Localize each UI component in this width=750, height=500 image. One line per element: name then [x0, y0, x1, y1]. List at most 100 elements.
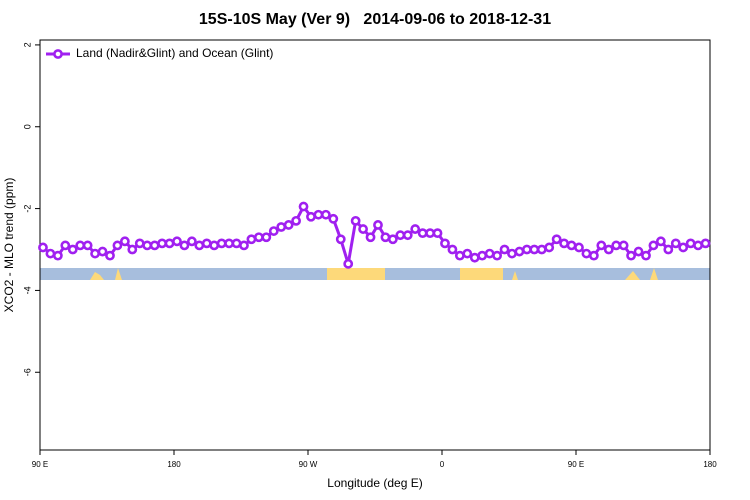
land-area: [90, 272, 104, 280]
data-point: [685, 238, 696, 249]
data-point: [134, 238, 145, 249]
data-point: [626, 250, 636, 261]
data-point: [454, 250, 465, 261]
data-point: [618, 240, 629, 251]
legend-marker: [53, 49, 63, 59]
data-point: [365, 232, 376, 243]
data-point: [611, 240, 622, 251]
data-point: [216, 238, 227, 249]
data-point: [559, 238, 569, 249]
data-point: [335, 234, 346, 245]
data-point: [440, 238, 450, 249]
data-point: [253, 232, 264, 243]
data-point: [127, 244, 138, 255]
data-point: [581, 248, 592, 259]
data-point: [648, 240, 659, 251]
data-point: [157, 238, 167, 249]
data-point: [514, 246, 525, 257]
data-point: [45, 248, 56, 259]
data-point: [201, 238, 212, 249]
y-axis-label: XCO2 - MLO trend (ppm): [2, 178, 16, 313]
data-point: [551, 234, 562, 245]
data-point: [306, 211, 316, 222]
x-tick-label: 90 E: [32, 460, 48, 469]
data-point: [678, 242, 689, 253]
data-point: [633, 246, 644, 257]
y-tick-label: -6: [22, 368, 32, 376]
data-point: [164, 238, 175, 249]
data-point: [60, 240, 71, 251]
land-area: [650, 268, 658, 280]
data-point: [655, 236, 666, 247]
data-point: [596, 240, 607, 251]
data-point: [52, 250, 63, 261]
data-point: [380, 232, 391, 243]
y-tick-label: 2: [22, 42, 32, 47]
data-point: [484, 248, 495, 259]
data-point: [663, 244, 674, 255]
data-point: [395, 230, 406, 241]
x-tick-label: 180: [167, 460, 181, 469]
x-tick-label: 180: [703, 460, 717, 469]
data-point: [298, 201, 309, 212]
legend-label: Land (Nadir&Glint) and Ocean (Glint): [76, 46, 273, 60]
data-point: [105, 250, 115, 261]
y-tick-label: -2: [22, 205, 32, 213]
data-point: [529, 244, 540, 255]
data-point: [239, 240, 249, 251]
land-area: [115, 268, 122, 280]
data-point: [574, 242, 584, 253]
data-point: [209, 240, 220, 251]
data-point: [693, 240, 703, 251]
data-point: [186, 236, 197, 247]
data-point: [492, 250, 502, 261]
data-point: [90, 248, 100, 259]
land-ocean-map: [40, 268, 710, 280]
x-tick-label: 0: [440, 460, 445, 469]
data-point: [358, 224, 368, 234]
data-point: [261, 232, 272, 243]
x-axis-label: Longitude (deg E): [327, 476, 422, 490]
data-point: [149, 240, 160, 251]
data-point: [432, 228, 443, 239]
data-point: [231, 238, 242, 249]
data-point: [112, 240, 123, 251]
data-point: [700, 238, 711, 249]
data-point: [425, 228, 435, 239]
data-point: [276, 222, 287, 232]
data-point: [373, 220, 383, 230]
land-area: [512, 271, 518, 280]
data-point: [536, 244, 547, 255]
data-point: [588, 250, 599, 261]
data-point: [328, 213, 339, 224]
data-point: [477, 250, 488, 261]
data-point: [179, 240, 190, 251]
data-point: [38, 242, 48, 253]
data-point: [246, 234, 257, 245]
data-point: [469, 252, 480, 263]
data-point: [544, 242, 555, 253]
y-tick-label: -4: [22, 286, 32, 294]
data-point: [402, 230, 413, 241]
x-tick-label: 90 E: [568, 460, 584, 469]
data-point: [387, 234, 398, 245]
land-area: [625, 271, 640, 280]
data-point: [291, 215, 301, 226]
data-point: [75, 240, 86, 251]
data-point: [142, 240, 153, 251]
data-point: [521, 244, 532, 255]
data-point: [67, 244, 78, 255]
data-point: [268, 226, 279, 236]
data-point: [603, 244, 614, 255]
data-point: [97, 246, 108, 257]
data-point: [417, 228, 428, 239]
data-point: [507, 248, 517, 259]
data-point: [313, 209, 324, 220]
data-point: [194, 240, 205, 251]
data-point: [670, 238, 681, 249]
x-tick-label: 90 W: [299, 460, 318, 469]
data-point: [343, 258, 354, 269]
data-point: [641, 250, 651, 261]
data-point: [320, 209, 331, 220]
